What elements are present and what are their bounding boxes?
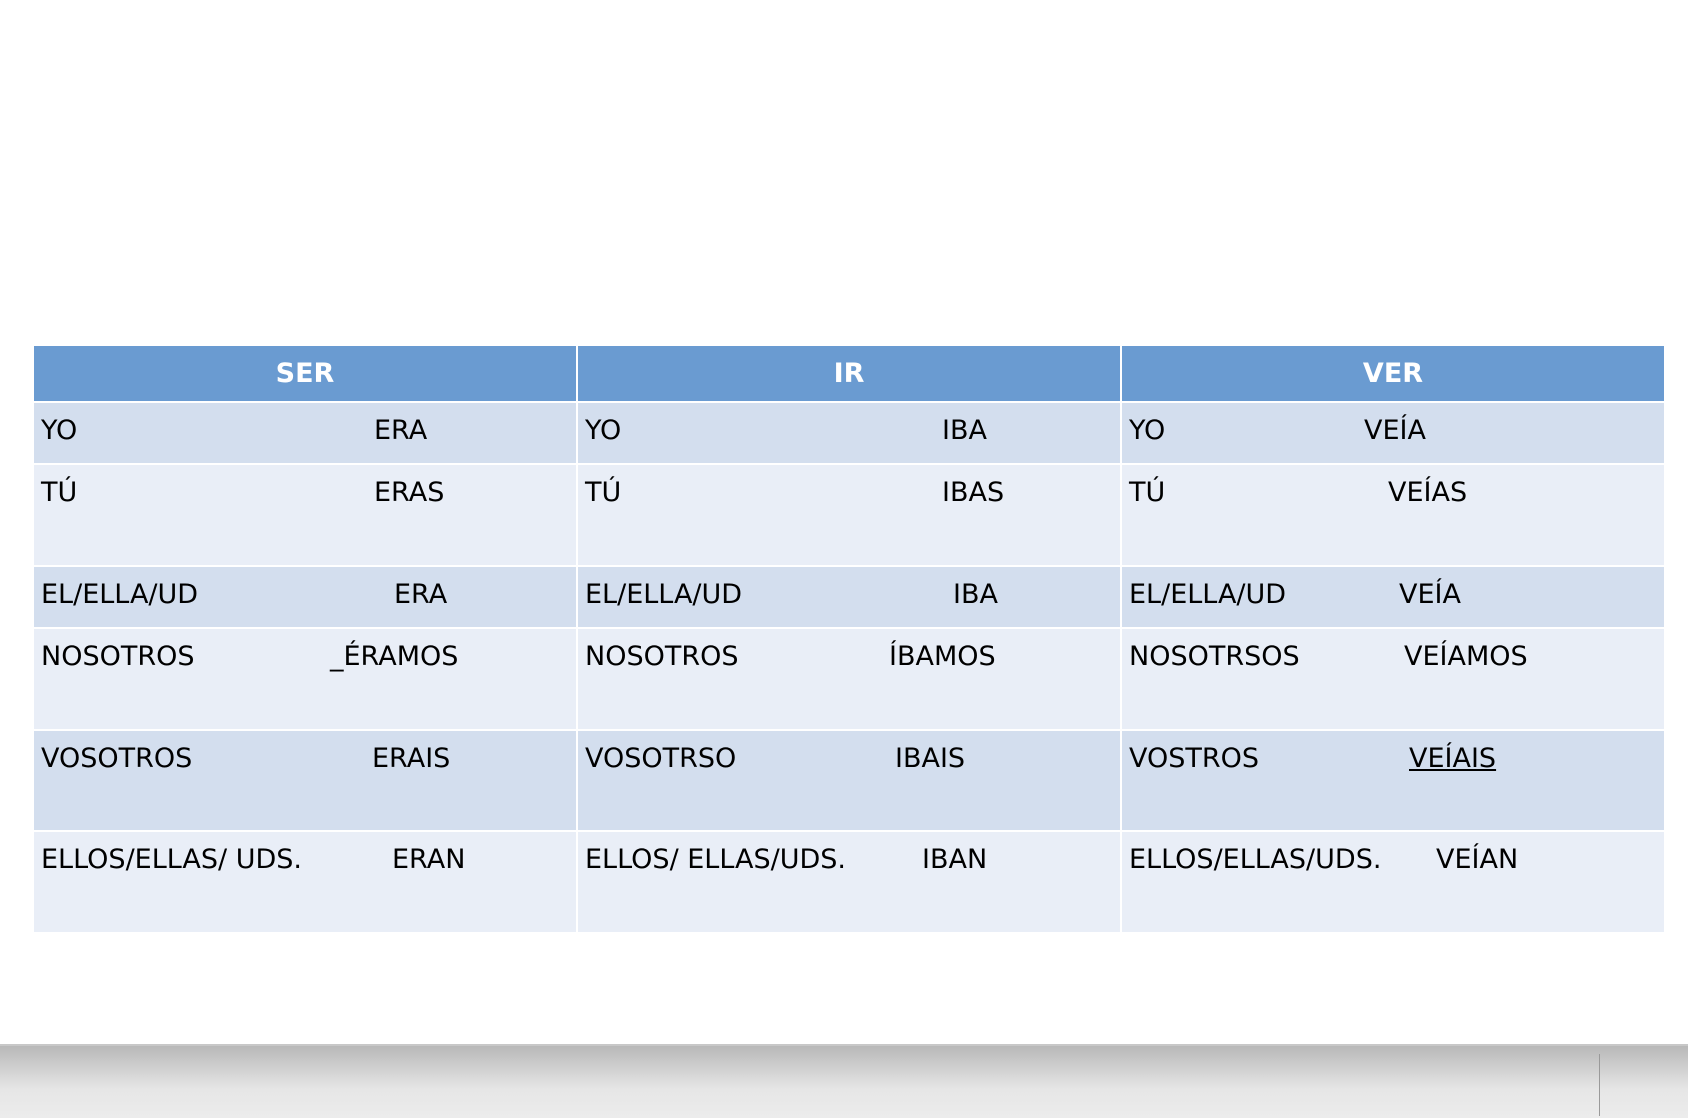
pronoun: YO: [1129, 415, 1166, 446]
table-cell: EL/ELLA/UD ERA: [34, 567, 578, 629]
table-cell: NOSOTRSOS VEÍAMOS: [1122, 629, 1666, 731]
verb-form: IBAIS: [895, 743, 966, 774]
verb-form: VEÍAN: [1436, 844, 1519, 875]
table-cell: VOSOTROS ERAIS: [34, 731, 578, 832]
table-cell: EL/ELLA/UD IBA: [578, 567, 1122, 629]
verb-form: IBA: [942, 415, 987, 446]
verb-form: ERA: [394, 579, 448, 610]
pronoun: YO: [585, 415, 622, 446]
pronoun: EL/ELLA/UD: [585, 579, 743, 610]
verb-form: VEÍAIS: [1409, 743, 1497, 774]
verb-form: ERA: [374, 415, 428, 446]
table-cell: TÚ IBAS: [578, 465, 1122, 567]
pronoun: YO: [41, 415, 78, 446]
verb-form: VEÍA: [1399, 579, 1461, 610]
verb-form: ERAN: [392, 844, 466, 875]
verb-form: VEÍAMOS: [1404, 641, 1528, 672]
toolbar-divider: [1599, 1054, 1600, 1116]
table-cell: ELLOS/ELLAS/ UDS. ERAN: [34, 832, 578, 934]
table-cell: YO IBA: [578, 403, 1122, 465]
table-cell: YO ERA: [34, 403, 578, 465]
table-cell: ELLOS/ELLAS/UDS. VEÍAN: [1122, 832, 1666, 934]
table-cell: TÚ VEÍAS: [1122, 465, 1666, 567]
verb-form: IBA: [953, 579, 998, 610]
verb-form: _ÉRAMOS: [330, 641, 459, 672]
pronoun: VOSOTRSO: [585, 743, 737, 774]
pronoun: NOSOTROS: [41, 641, 195, 672]
verb-form: IBAN: [922, 844, 988, 875]
column-header: VER: [1122, 346, 1666, 403]
pronoun: NOSOTRSOS: [1129, 641, 1300, 672]
verb-form: IBAS: [942, 477, 1005, 508]
column-header: SER: [34, 346, 578, 403]
table-cell: NOSOTROS _ÉRAMOS: [34, 629, 578, 731]
verb-form: VEÍAS: [1388, 477, 1468, 508]
verb-form: ÍBAMOS: [889, 641, 996, 672]
table-cell: YO VEÍA: [1122, 403, 1666, 465]
pronoun: EL/ELLA/UD: [1129, 579, 1287, 610]
pronoun: VOSTROS: [1129, 743, 1260, 774]
pronoun: TÚ: [1129, 477, 1166, 508]
pronoun: VOSOTROS: [41, 743, 193, 774]
pronoun: ELLOS/ ELLAS/UDS.: [585, 844, 846, 875]
table-cell: NOSOTROS ÍBAMOS: [578, 629, 1122, 731]
pronoun: TÚ: [585, 477, 622, 508]
pronoun: EL/ELLA/UD: [41, 579, 199, 610]
pronoun: TÚ: [41, 477, 78, 508]
verb-form: VEÍA: [1364, 415, 1426, 446]
table-cell: VOSOTRSO IBAIS: [578, 731, 1122, 832]
bottom-toolbar: [0, 1044, 1688, 1118]
pronoun: NOSOTROS: [585, 641, 739, 672]
pronoun: ELLOS/ELLAS/UDS.: [1129, 844, 1382, 875]
table-cell: EL/ELLA/UD VEÍA: [1122, 567, 1666, 629]
table-cell: ELLOS/ ELLAS/UDS. IBAN: [578, 832, 1122, 934]
table-cell: TÚ ERAS: [34, 465, 578, 567]
pronoun: ELLOS/ELLAS/ UDS.: [41, 844, 302, 875]
column-header: IR: [578, 346, 1122, 403]
verb-form: ERAIS: [372, 743, 451, 774]
verb-form: ERAS: [374, 477, 445, 508]
table-cell: VOSTROS VEÍAIS: [1122, 731, 1666, 832]
